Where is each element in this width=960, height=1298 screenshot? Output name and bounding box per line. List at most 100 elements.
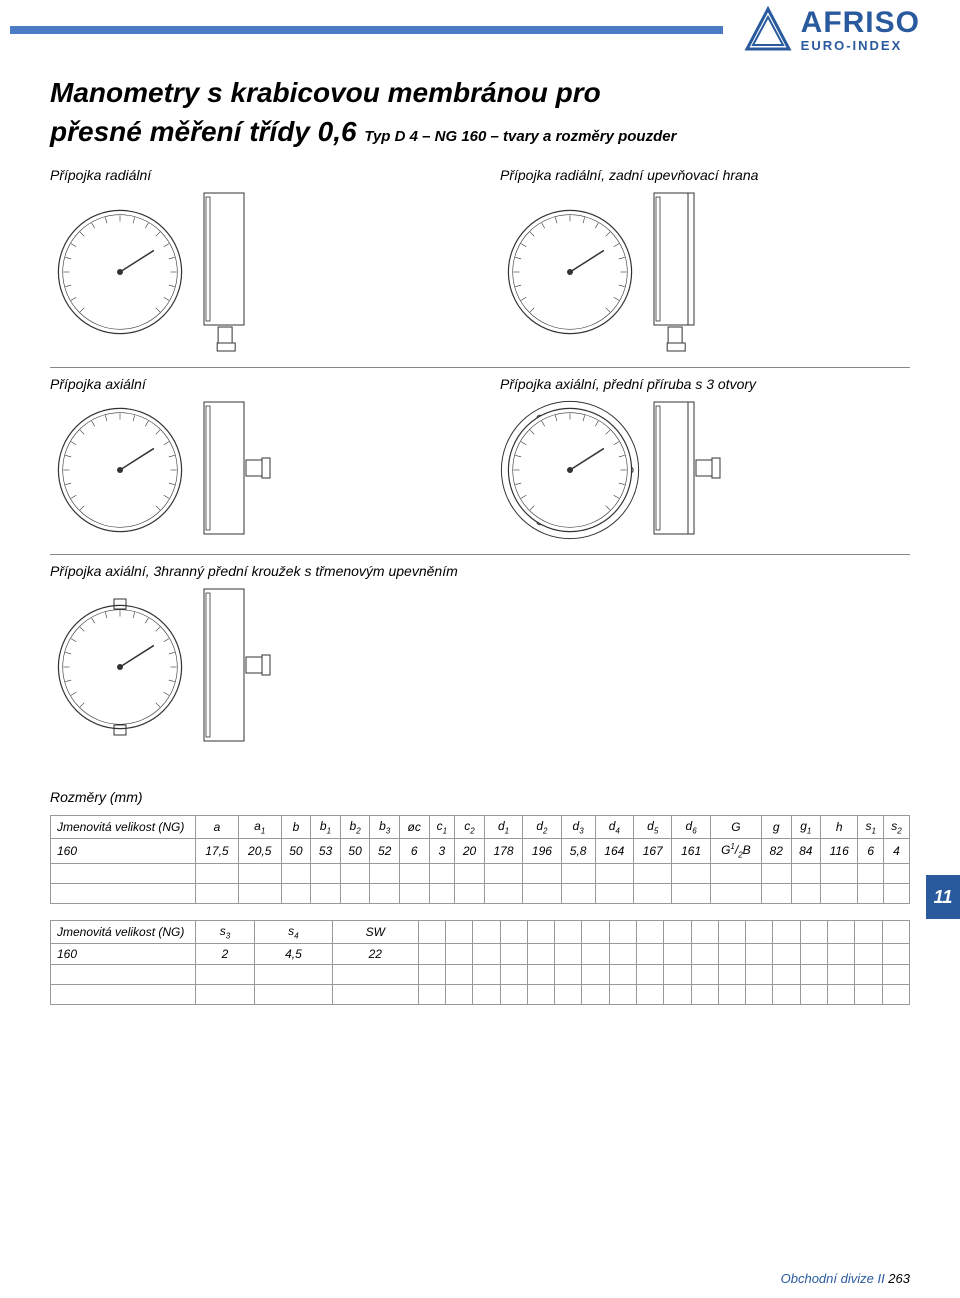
variant-col: Přípojka axiální <box>50 376 460 542</box>
variant-label: Přípojka radiální, zadní upevňovací hran… <box>500 167 910 183</box>
table-cell <box>527 944 554 965</box>
table-cell: 116 <box>821 839 858 863</box>
table-header: d2 <box>523 816 561 839</box>
variant-row: Přípojka axiální, 3hranný přední kroužek… <box>50 563 910 761</box>
variant-col: Přípojka axiální, 3hranný přední kroužek… <box>50 563 480 749</box>
table-cell <box>455 883 485 903</box>
table-cell <box>340 863 370 883</box>
table-cell <box>882 944 909 965</box>
table-header <box>773 920 800 943</box>
gauge-front-icon <box>500 400 640 540</box>
table-cell <box>664 965 691 985</box>
page-footer: Obchodní divize II 263 <box>781 1271 910 1286</box>
table-row <box>51 883 910 903</box>
table-cell: 50 <box>340 839 370 863</box>
table-header: s3 <box>196 920 255 943</box>
table-cell <box>746 985 773 1005</box>
table-header: b1 <box>311 816 341 839</box>
variant-label: Přípojka radiální <box>50 167 460 183</box>
variant-label: Přípojka axiální, přední příruba s 3 otv… <box>500 376 910 392</box>
table-row: 16017,520,55053505263201781965,816416716… <box>51 839 910 863</box>
table-header: s1 <box>858 816 884 839</box>
table-cell <box>746 944 773 965</box>
table-cell <box>582 944 609 965</box>
table-cell <box>254 985 332 1005</box>
table-cell <box>718 985 745 1005</box>
table-header <box>691 920 718 943</box>
table-header: d6 <box>672 816 710 839</box>
table-header: g1 <box>791 816 821 839</box>
table-header: b2 <box>340 816 370 839</box>
table-cell <box>800 985 827 1005</box>
table-cell <box>800 965 827 985</box>
table-header: s2 <box>884 816 910 839</box>
table-cell: 20,5 <box>238 839 281 863</box>
table-cell <box>446 985 473 1005</box>
table-cell: 22 <box>332 944 418 965</box>
dimensions-table-2: Jmenovitá velikost (NG)s3s4SW16024,522 <box>50 920 910 1005</box>
table-cell <box>340 883 370 903</box>
table-cell <box>527 965 554 985</box>
footer-text: Obchodní divize II <box>781 1271 889 1286</box>
diagram-wrap <box>500 189 910 355</box>
table-cell: 20 <box>455 839 485 863</box>
table-cell: 178 <box>484 839 522 863</box>
table-cell <box>500 944 527 965</box>
page-title: Manometry s krabicovou membránou pro pře… <box>50 75 910 149</box>
table-cell <box>710 863 761 883</box>
table-cell: 53 <box>311 839 341 863</box>
table-cell <box>595 883 633 903</box>
table-cell <box>196 965 255 985</box>
table-row <box>51 965 910 985</box>
table-cell <box>828 965 855 985</box>
table-cell <box>855 944 882 965</box>
table-header <box>555 920 582 943</box>
header-stripe <box>10 26 723 34</box>
variant-label: Přípojka axiální, 3hranný přední kroužek… <box>50 563 480 579</box>
table-cell <box>691 944 718 965</box>
section-tab: 11 <box>926 875 960 919</box>
table-cell <box>634 883 672 903</box>
table-cell <box>582 985 609 1005</box>
table-cell <box>634 863 672 883</box>
footer-page: 263 <box>888 1271 910 1286</box>
table-cell <box>718 944 745 965</box>
table-row <box>51 985 910 1005</box>
table-header: c2 <box>455 816 485 839</box>
table-header: a1 <box>238 816 281 839</box>
page-content: Manometry s krabicovou membránou pro pře… <box>0 60 960 1005</box>
table-cell <box>311 863 341 883</box>
table-header <box>637 920 664 943</box>
table-cell <box>858 863 884 883</box>
gauge-front-icon <box>500 202 640 342</box>
table-cell <box>500 965 527 985</box>
table-cell <box>718 965 745 985</box>
table-cell <box>609 985 636 1005</box>
table-cell <box>746 965 773 985</box>
table-cell <box>51 863 196 883</box>
diagram-wrap <box>50 585 480 749</box>
gauge-side-icon <box>202 189 252 355</box>
table-cell <box>527 985 554 1005</box>
table-cell <box>484 863 522 883</box>
table-cell <box>446 944 473 965</box>
table-row <box>51 863 910 883</box>
table-cell: 4 <box>884 839 910 863</box>
table-header: c1 <box>429 816 455 839</box>
table-cell <box>446 965 473 985</box>
table-cell <box>555 965 582 985</box>
table-cell <box>238 863 281 883</box>
gauge-side-icon <box>652 398 728 542</box>
table-cell <box>196 863 239 883</box>
section-tab-number: 11 <box>934 887 953 908</box>
variant-col: Přípojka radiální, zadní upevňovací hran… <box>500 167 910 355</box>
table-cell <box>791 863 821 883</box>
table-cell: 84 <box>791 839 821 863</box>
table-cell: 6 <box>858 839 884 863</box>
table-cell <box>800 944 827 965</box>
brand-name: AFRISO <box>801 8 920 38</box>
table-header: b <box>281 816 311 839</box>
table-cell <box>773 985 800 1005</box>
table-header: SW <box>332 920 418 943</box>
table-cell <box>51 985 196 1005</box>
